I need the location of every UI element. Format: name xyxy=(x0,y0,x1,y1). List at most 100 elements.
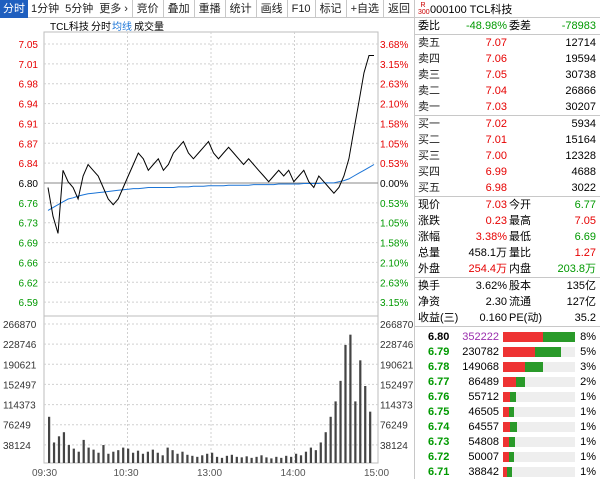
stock-code: 000100 TCL科技 xyxy=(430,3,513,16)
volume-bar xyxy=(280,457,283,463)
distribution-bar xyxy=(503,377,575,387)
bid-level-volume: 12328 xyxy=(565,150,596,162)
quote-label: 外盘 xyxy=(418,263,440,275)
volume-bar xyxy=(364,385,367,463)
pct-tick-label: 1.05% xyxy=(380,139,408,150)
ask-level-price: 7.06 xyxy=(485,53,507,65)
bid-level-2: 买二 7.01 15164 xyxy=(415,132,600,148)
distribution-price: 6.79 xyxy=(428,346,450,358)
intraday-chart-svg[interactable]: 7.05 3.68% 7.01 3.15% 6.98 2.63% 6.94 2.10% 6.91… xyxy=(0,18,414,479)
quote-label: 现价 xyxy=(418,199,440,211)
distribution-price: 6.73 xyxy=(428,436,450,448)
distribution-volume: 46505 xyxy=(468,406,499,418)
bid-level-5: 买五 6.98 3022 xyxy=(415,180,600,196)
ask-level-2: 卖四 7.06 19594 xyxy=(415,51,600,67)
pct-tick-label: 2.63% xyxy=(380,80,408,91)
distribution-volume: 64557 xyxy=(468,421,499,433)
tab-5min[interactable]: 5分钟 xyxy=(65,2,94,15)
ask-level-1: 卖五 7.07 12714 xyxy=(415,35,600,51)
overlay-button[interactable]: 叠加 xyxy=(162,0,194,18)
pct-tick-label: 2.63% xyxy=(380,278,408,289)
pct-tick-label: 1.58% xyxy=(380,119,408,130)
ask-level-label: 卖五 xyxy=(418,37,440,49)
quote-value: 6.69 xyxy=(574,231,596,243)
price-tick-label: 6.76 xyxy=(19,199,39,210)
distribution-bar xyxy=(503,407,575,417)
stats-button[interactable]: 统计 xyxy=(224,0,256,18)
order-diff-label: 委差 xyxy=(509,20,531,32)
distribution-bar-buy xyxy=(503,437,510,447)
volume-bar xyxy=(290,456,293,463)
distribution-price: 6.74 xyxy=(428,421,450,433)
distribution-price: 6.72 xyxy=(428,451,450,463)
intraday-chart[interactable]: 7.05 3.68% 7.01 3.15% 6.98 2.63% 6.94 2.10% 6.91… xyxy=(0,18,414,479)
price-tick-label: 6.62 xyxy=(19,278,39,289)
volume-bar xyxy=(117,450,120,463)
distribution-price: 6.78 xyxy=(428,361,450,373)
legend-volume: 成交量 xyxy=(134,20,164,33)
volume-bar xyxy=(304,451,308,463)
replay-button[interactable]: 重播 xyxy=(193,0,225,18)
distribution-percent: 1% xyxy=(580,466,596,478)
quote-value: 7.05 xyxy=(574,215,596,227)
volume-bar xyxy=(171,450,174,463)
volume-bar xyxy=(299,455,303,463)
order-ratio-label: 委比 xyxy=(418,20,440,32)
volume-tick-label-right: 76249 xyxy=(380,421,408,432)
ask-level-volume: 30738 xyxy=(565,69,596,81)
add-watchlist-button[interactable]: +自选 xyxy=(345,0,383,18)
stat-value: 135亿 xyxy=(566,280,596,292)
distribution-bar-buy xyxy=(503,467,508,477)
distribution-bar-buy xyxy=(503,377,516,387)
pct-tick-label: 3.68% xyxy=(380,40,408,51)
volume-tick-label: 38124 xyxy=(3,441,31,452)
bid-level-3: 买三 7.00 12328 xyxy=(415,148,600,164)
price-tick-label: 6.69 xyxy=(19,239,39,250)
volume-tick-label-right: 114373 xyxy=(380,401,413,412)
bid-level-price: 7.00 xyxy=(485,150,507,162)
volume-bar xyxy=(141,453,145,463)
quote-value: 7.03 xyxy=(485,199,507,211)
f10-button[interactable]: F10 xyxy=(286,0,315,18)
tab-1min[interactable]: 1分钟 xyxy=(31,2,60,15)
legend-average: 均线 xyxy=(112,20,132,33)
volume-bar xyxy=(314,450,317,463)
distribution-bar-sell xyxy=(508,452,514,462)
distribution-row: 6.80 352222 8% xyxy=(415,330,600,345)
tab-intraday[interactable]: 分时 xyxy=(0,0,28,18)
stat-row: 收益(三) 0.160 PE(动) 35.2 xyxy=(415,310,600,326)
bid-level-label: 买一 xyxy=(418,118,440,130)
distribution-bar-buy xyxy=(503,347,536,357)
distribution-bar-sell xyxy=(535,347,561,357)
volume-bar xyxy=(191,455,194,463)
distribution-percent: 1% xyxy=(580,421,596,433)
tab-more[interactable]: 更多 › xyxy=(99,2,128,15)
distribution-bar-buy xyxy=(503,407,509,417)
volume-bar xyxy=(220,457,224,463)
distribution-bar-sell xyxy=(510,422,518,432)
time-tick-label: 15:00 xyxy=(364,468,389,479)
volume-bar xyxy=(122,447,125,463)
quote-row: 涨幅 3.38% 最低 6.69 xyxy=(415,229,600,245)
auction-button[interactable]: 竞价 xyxy=(131,0,163,18)
volume-bar xyxy=(329,416,332,463)
price-tick-label: 7.01 xyxy=(19,60,39,71)
volume-tick-label: 228746 xyxy=(3,340,37,351)
mark-button[interactable]: 标记 xyxy=(314,0,346,18)
back-button[interactable]: 返回 xyxy=(383,0,414,18)
draw-line-button[interactable]: 画线 xyxy=(255,0,287,18)
ask-level-label: 卖四 xyxy=(418,53,440,65)
volume-bar xyxy=(112,451,115,463)
volume-tick-label-right: 152497 xyxy=(380,380,414,391)
distribution-bar xyxy=(503,362,575,372)
volume-bar xyxy=(72,448,75,463)
stat-row: 净资 2.30 流通 127亿 xyxy=(415,294,600,310)
distribution-volume: 352222 xyxy=(462,331,499,343)
r-badge-bottom: 300 xyxy=(418,8,430,16)
distribution-bar-sell xyxy=(507,467,512,477)
volume-bar xyxy=(196,456,199,463)
quote-label: 今开 xyxy=(509,199,531,211)
volume-bar xyxy=(235,456,238,463)
price-tick-label: 6.94 xyxy=(19,100,39,111)
volume-bar xyxy=(265,457,268,463)
